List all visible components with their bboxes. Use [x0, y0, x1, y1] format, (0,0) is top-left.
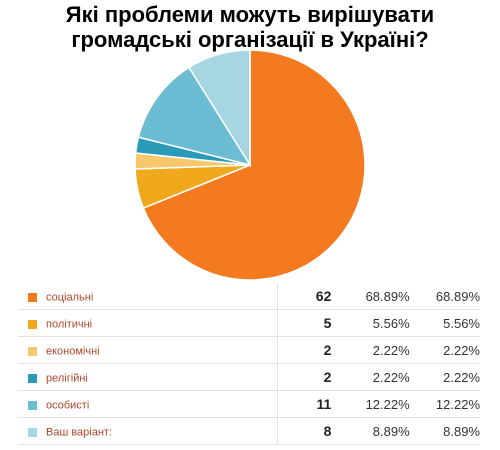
option-label: соціальні [46, 291, 94, 304]
option-label: політичні [46, 318, 93, 331]
vote-count: 62 [277, 283, 336, 310]
option-cell: релігійні [18, 363, 279, 391]
vote-percent: 5.56% [335, 309, 410, 337]
option-cell: політичні [18, 309, 279, 337]
option-cell: соціальні [18, 283, 279, 310]
pie-slice-5 [188, 49, 251, 168]
vote-count: 8 [277, 417, 336, 445]
vote-count: 11 [277, 390, 336, 418]
vote-count: 2 [277, 336, 336, 364]
vote-percent-valid: 8.89% [409, 417, 480, 445]
table-row: релігійні 2 2.22% 2.22% [18, 363, 480, 391]
table-row: особисті 11 12.22% 12.22% [18, 390, 480, 418]
vote-percent: 12.22% [335, 390, 410, 418]
pie-chart [134, 49, 366, 281]
vote-percent: 8.89% [335, 417, 410, 445]
option-label: Ваш варіант: [46, 426, 113, 439]
option-label: економічні [46, 345, 100, 358]
vote-percent: 2.22% [335, 336, 410, 364]
option-cell: Ваш варіант: [18, 417, 279, 445]
option-label: особисті [46, 399, 90, 412]
vote-percent: 2.22% [335, 363, 410, 391]
vote-percent-valid: 12.22% [409, 390, 480, 418]
vote-count: 2 [277, 363, 336, 391]
legend-swatch [28, 373, 37, 383]
vote-percent-valid: 5.56% [409, 309, 480, 337]
legend-swatch [28, 400, 37, 410]
table-row: соціальні 62 68.89% 68.89% [18, 283, 480, 310]
pie-slice-0 [142, 49, 366, 281]
legend-swatch [28, 292, 37, 302]
option-cell: економічні [18, 336, 279, 364]
legend-swatch [28, 427, 37, 437]
title-line-1: Які проблеми можуть вирішувати [65, 2, 435, 27]
option-cell: особисті [18, 390, 279, 418]
legend-swatch [28, 319, 37, 329]
vote-percent: 68.89% [335, 283, 410, 310]
title-line-2: громадські організації в Україні? [71, 27, 429, 52]
vote-count: 5 [277, 309, 336, 337]
vote-percent-valid: 68.89% [409, 283, 480, 310]
results-table: соціальні 62 68.89% 68.89% політичні 5 5.56% 5.… [18, 283, 480, 445]
table-row: економічні 2 2.22% 2.22% [18, 336, 480, 364]
pie-slice-4 [137, 66, 252, 167]
table-row: політичні 5 5.56% 5.56% [18, 309, 480, 337]
option-label: релігійні [46, 372, 88, 385]
chart-title: Які проблеми можуть вирішувати громадськ… [0, 2, 500, 52]
vote-percent-valid: 2.22% [409, 363, 480, 391]
vote-percent-valid: 2.22% [409, 336, 480, 364]
table-row: Ваш варіант: 8 8.89% 8.89% [18, 417, 480, 445]
legend-swatch [28, 346, 37, 356]
